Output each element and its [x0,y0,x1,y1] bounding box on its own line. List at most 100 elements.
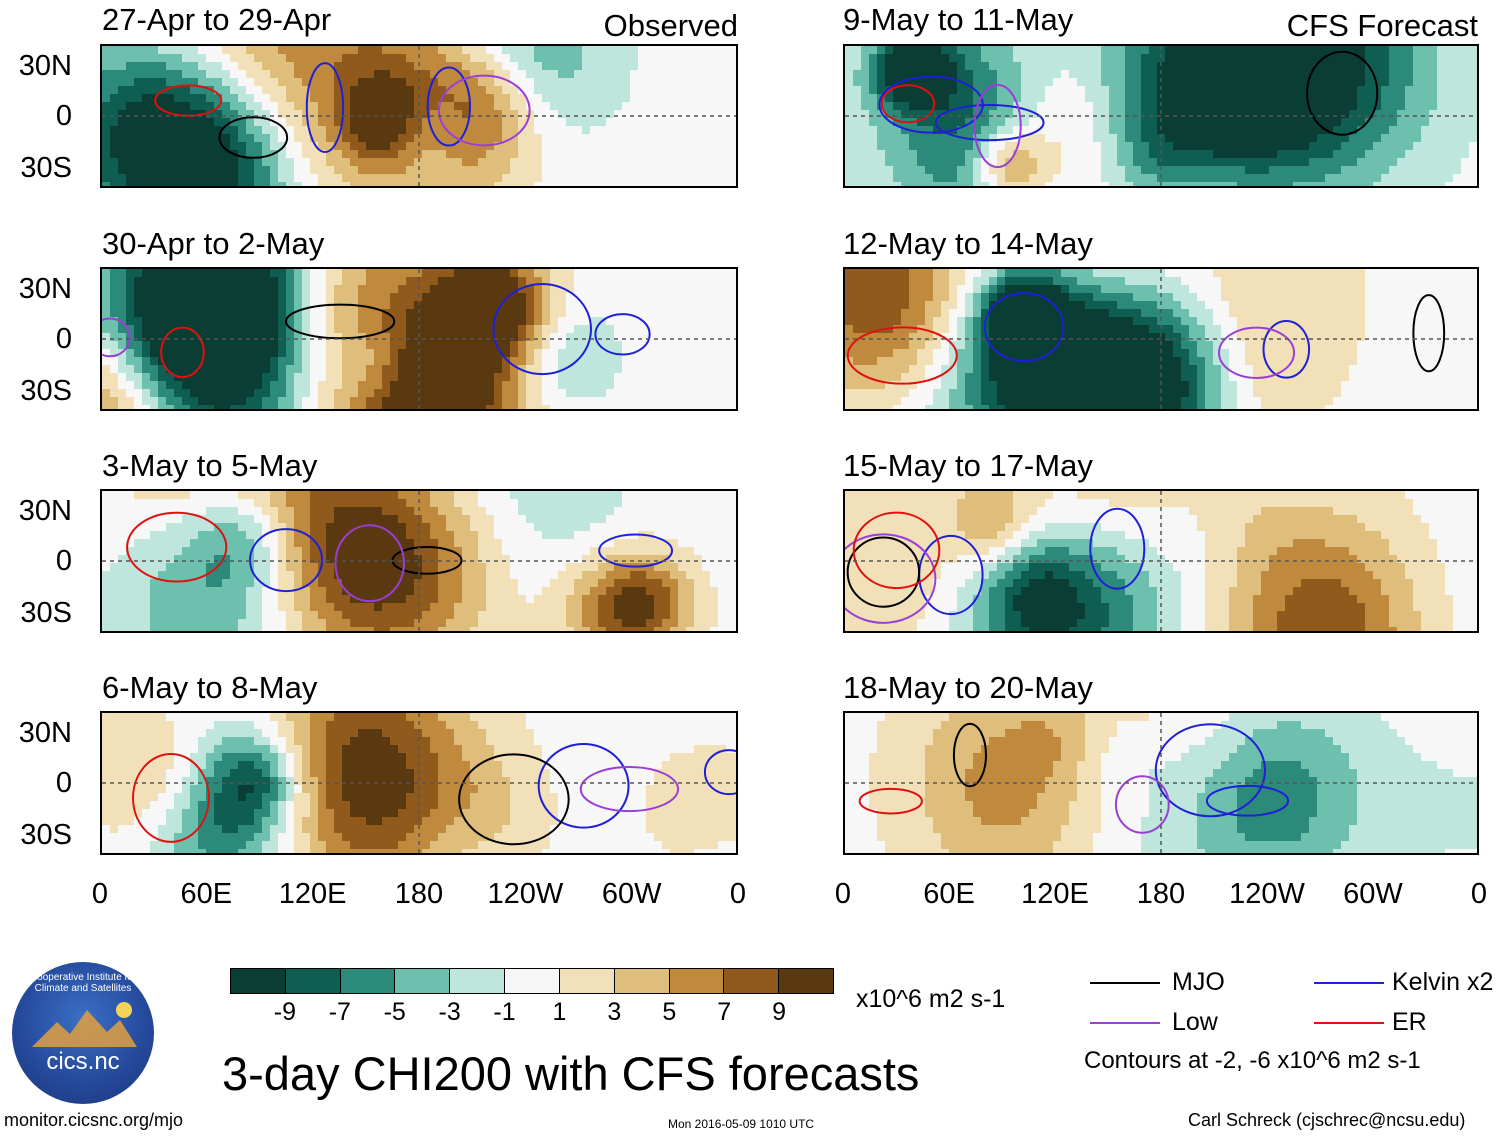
contour-line [579,766,680,813]
map-field [102,713,736,853]
lon-tick-label: 120E [1021,878,1089,910]
contour-line [458,753,570,846]
contour-line [1205,784,1290,817]
colorbar-box-8 [669,969,725,993]
lat-tick-label: 0 [55,767,72,799]
colorbar-label: 9 [772,998,787,1026]
map-panel-7 [843,489,1479,633]
legend-line-er [1314,1022,1384,1024]
colorbar-label: 1 [552,998,567,1026]
colorbar-box-3 [395,969,451,993]
lat-tick-label: 30S [20,597,72,629]
lat-tick-label: 30N [18,273,72,305]
lon-tick-label: 0 [91,878,109,910]
contour-line [846,536,921,608]
map-field [845,491,1477,631]
lon-tick-label: 60E [923,878,975,910]
colorbar-label: -1 [493,998,516,1026]
footer-author: Carl Schreck (cjschrec@ncsu.edu) [1188,1110,1466,1130]
legend-label-kelvin: Kelvin x2 [1392,968,1494,996]
contour-line [846,326,958,385]
colorbar [230,968,834,994]
contour-line [852,511,941,590]
map-field [102,269,736,409]
contour-line [334,524,405,603]
colorbar-label: 7 [717,998,732,1026]
map-panel-4 [100,711,738,855]
lon-tick-label: 60W [1343,878,1403,910]
lat-tick-label: 0 [55,545,72,577]
panel-title-4: 6-May to 8-May [102,670,318,705]
legend-line-kelvin [1314,982,1384,984]
contour-line [1114,775,1170,834]
contour-line [1306,50,1379,136]
lon-tick-label: 60E [180,878,233,910]
colorbar-box-9 [724,969,780,993]
panel-title-6: 12-May to 14-May [843,226,1093,261]
colorbar-label: -9 [273,998,297,1026]
footer-timestamp: Mon 2016-05-09 1010 UTC [668,1117,815,1131]
legend-line-low [1090,1022,1160,1024]
map-field [845,713,1477,853]
contour-line [426,66,471,147]
legend-label-er: ER [1392,1008,1427,1036]
colorbar-label: -3 [438,998,461,1026]
map-field [102,46,736,186]
lon-tick-label: 60W [601,878,662,910]
contour-line [218,116,289,159]
logo-mountain-icon [32,1002,137,1047]
lon-tick-label: 180 [394,878,444,910]
contour-line [160,326,205,379]
map-field [102,491,736,631]
lon-tick-label: 120W [1229,878,1305,910]
panel-title-1: 27-Apr to 29-Apr [102,2,332,37]
colorbar-box-1 [285,969,341,993]
forecast-column-title: CFS Forecast [1286,8,1478,43]
lon-tick-label: 120W [487,878,564,910]
contour-line [703,749,736,796]
lon-tick-label: 0 [729,878,747,910]
colorbar-box-7 [614,969,670,993]
contour-line [952,722,987,788]
map-field [845,269,1477,409]
lat-tick-label: 0 [55,323,72,355]
lat-tick-label: 30S [20,375,72,407]
contour-line [1412,294,1446,373]
chart-title: 3-day CHI200 with CFS forecasts [222,1047,920,1100]
colorbar-label: -5 [383,998,406,1026]
colorbar-box-0 [231,969,286,993]
logo-text: cics.nc [46,1048,120,1075]
contour-line [973,83,1022,169]
contour-line [285,303,396,340]
lat-tick-label: 30N [18,717,72,749]
contour-line [594,313,651,356]
panel-title-5: 9-May to 11-May [843,2,1074,37]
contour-line [1218,326,1296,379]
contour-line [880,84,936,124]
lon-tick-label: 180 [1136,878,1186,910]
lat-tick-label: 30N [18,50,72,82]
lat-tick-label: 30S [20,152,72,184]
contour-line [154,84,223,117]
colorbar-label: 3 [607,998,622,1026]
map-field [845,46,1477,186]
contour-line [1089,507,1146,590]
map-panel-3 [100,489,738,633]
contour-line [437,74,531,147]
lon-tick-label: 0 [1470,878,1488,910]
panel-title-3: 3-May to 5-May [102,448,318,483]
contour-line [1262,319,1311,379]
colorbar-box-6 [559,969,615,993]
contour-line [845,533,937,624]
map-panel-6 [843,267,1479,411]
legend-label-low: Low [1172,1008,1218,1036]
footer-url[interactable]: monitor.cicsnc.org/mjo [4,1110,184,1130]
colorbar-label: 5 [662,998,677,1026]
lon-tick-label: 120E [278,878,347,910]
colorbar-box-10 [779,969,833,993]
contour-line [249,528,324,593]
lat-tick-label: 30N [18,495,72,527]
lat-tick-label: 0 [55,100,72,132]
colorbar-units: x10^6 m2 s-1 [856,985,1006,1013]
lon-tick-label: 0 [834,878,852,910]
